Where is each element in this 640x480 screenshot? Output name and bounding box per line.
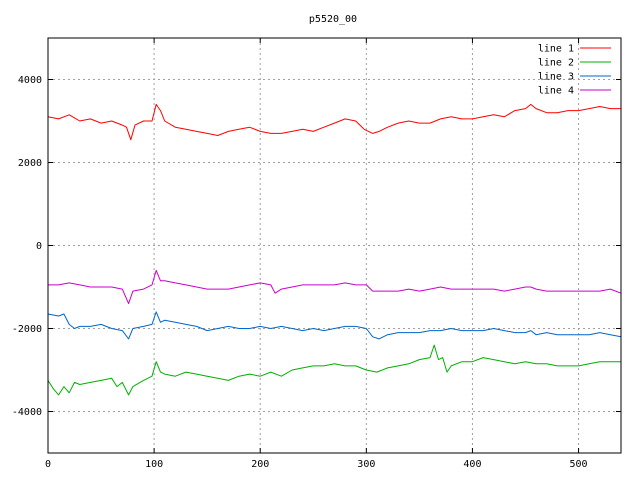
- legend-label: line 2: [538, 58, 574, 69]
- x-tick-label: 100: [145, 459, 163, 470]
- legend-label: line 4: [538, 86, 574, 97]
- series-layer: [47, 103, 622, 396]
- x-tick-label: 0: [45, 459, 51, 470]
- series-line-3: [47, 311, 622, 340]
- x-tick-label: 300: [357, 459, 375, 470]
- y-tick-label: 4000: [18, 75, 42, 86]
- legend-label: line 1: [538, 44, 574, 55]
- legend-label: line 3: [538, 72, 574, 83]
- y-tick-label: 0: [36, 241, 42, 252]
- series-line-1: [47, 103, 621, 141]
- legend: line 1 line 2 line 3 line 4: [538, 44, 611, 97]
- y-tick-label: -2000: [12, 324, 42, 335]
- chart-title: p5520_00: [309, 14, 357, 25]
- axis-ticks: 0 100 200 300 400 500 -4000 -2000 0 2000 4000: [12, 38, 621, 470]
- series-line-4: [48, 269, 622, 305]
- y-tick-label: 2000: [18, 158, 42, 169]
- grid: [48, 38, 621, 453]
- y-tick-label: -4000: [12, 407, 42, 418]
- series-line-2: [47, 344, 621, 396]
- x-tick-label: 500: [570, 459, 588, 470]
- x-tick-label: 200: [251, 459, 269, 470]
- x-tick-label: 400: [463, 459, 481, 470]
